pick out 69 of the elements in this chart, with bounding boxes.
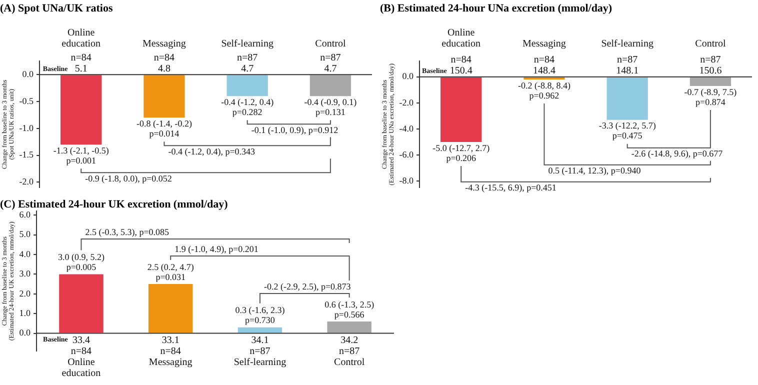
x-tick-label: Self-learning [601,38,654,50]
annotation: 0.5 (-11.4, 12.3), p=0.940 [548,166,642,176]
chart-title: (C) Estimated 24-hour UK excretion (mmol/day) [0,198,228,210]
bar [59,274,104,333]
annotation: -0.4 (-1.2, 0.4), p=0.343 [168,146,256,157]
y-tick-label: -0.5 [19,96,34,106]
y-tick-label: -1.0 [19,122,34,133]
x-tick-label: Self-learning [221,38,274,50]
data-label: -0.4 (-0.9, 0.1) p=0.131 [304,97,357,118]
y-tick-label: 1.0 [19,308,32,318]
data-label: -0.7 (-8.9, 7.5) p=0.874 [684,86,737,107]
x-tick-label: Self-learning [234,357,286,368]
y-tick-label: 5.0 [19,229,32,240]
bar [327,321,372,333]
data-label: -0.2 (-8.8, 8.4) p=0.962 [518,80,570,100]
x-tick-label: Control [315,38,346,50]
annotation: -2.6 (-14.8, 9.6), p=0.677 [631,148,724,159]
annotation: 33.4 n=84 [70,334,92,357]
bar [148,284,193,333]
data-label: -0.4 (-1.2, 0.4) p=0.282 [221,97,274,118]
annotation: -0.9 (-1.8, 0.0), p=0.052 [85,173,172,184]
annotation: -0.1 (-1.0, 0.9), p=0.912 [251,125,338,136]
y-tick-label: 2.0 [19,288,32,298]
data-label: 2.5 (0.2, 4.7) p=0.031 [147,262,194,282]
annotation: n=87 4.7 [320,52,341,74]
x-tick-label: Control [695,38,726,50]
y-tick-label: 3.0 [19,268,32,279]
data-label: -5.0 (-12.7, 2.7) p=0.206 [432,142,490,163]
x-tick-label: Messaging [142,38,186,50]
x-tick-label: Messaging [522,38,566,50]
annotation: -0.2 (-2.9, 2.5), p=0.873 [264,281,352,292]
data-label: 0.6 (-1.3, 2.5) p=0.566 [324,299,374,320]
annotation: n=84 148.4 [532,54,556,76]
x-tick-label: Messaging [148,357,192,368]
annotation: 33.1 n=84 [160,334,181,357]
annotation: n=84 4.8 [154,52,175,74]
y-tick-label: -6.0 [399,149,414,160]
x-tick-label: Online education [62,27,101,50]
annotation: n=87 4.7 [237,52,258,74]
annotation: n=84 150.4 [450,54,472,76]
data-label: -0.8 (-1.4, -0.2) p=0.014 [136,118,192,139]
y-tick-label: 4.0 [19,248,32,259]
annotation: -4.3 (-15.5, 6.9), p=0.451 [465,182,556,193]
annotation: 34.1 n=87 [250,334,270,357]
y-tick-label: -2.0 [399,97,414,108]
annotation: n=87 150.6 [699,54,722,76]
annotation: 34.2 n=87 [339,334,360,357]
y-tick-label: 0.0 [22,69,34,80]
x-tick-label: Online education [62,357,101,380]
data-label: -3.3 (-12.2, 5.7) p=0.475 [598,120,656,141]
y-tick-label: -8.0 [399,175,414,186]
data-label: 0.3 (-1.6, 2.3) p=0.730 [235,305,285,326]
y-tick-label: -1.5 [19,150,34,160]
y-tick-label: 0.0 [19,328,32,338]
annotation: n=84 5.1 [70,52,92,74]
y-tick-label: 6.0 [19,209,32,220]
annotation: n=87 148.1 [616,54,639,76]
annotation: 1.9 (-1.0, 4.9), p=0.201 [174,244,258,254]
data-label: -1.3 (-2.1, -0.5) p=0.001 [53,145,109,166]
chart-title: (A) Spot UNa/UK ratios [0,2,114,14]
x-tick-label: Online education [442,27,481,50]
y-tick-label: 0.0 [402,71,414,82]
chart-title: (B) Estimated 24-hour UNa excretion (mmol/day) [380,2,612,14]
y-tick-label: -4.0 [399,123,414,134]
data-label: 3.0 (0.9, 5.2) p=0.005 [58,252,104,272]
annotation: 2.5 (-0.3, 5.3), p=0.085 [85,226,170,237]
bar [238,327,282,333]
x-tick-label: Control [334,357,365,368]
y-tick-label: -2.0 [19,176,34,187]
